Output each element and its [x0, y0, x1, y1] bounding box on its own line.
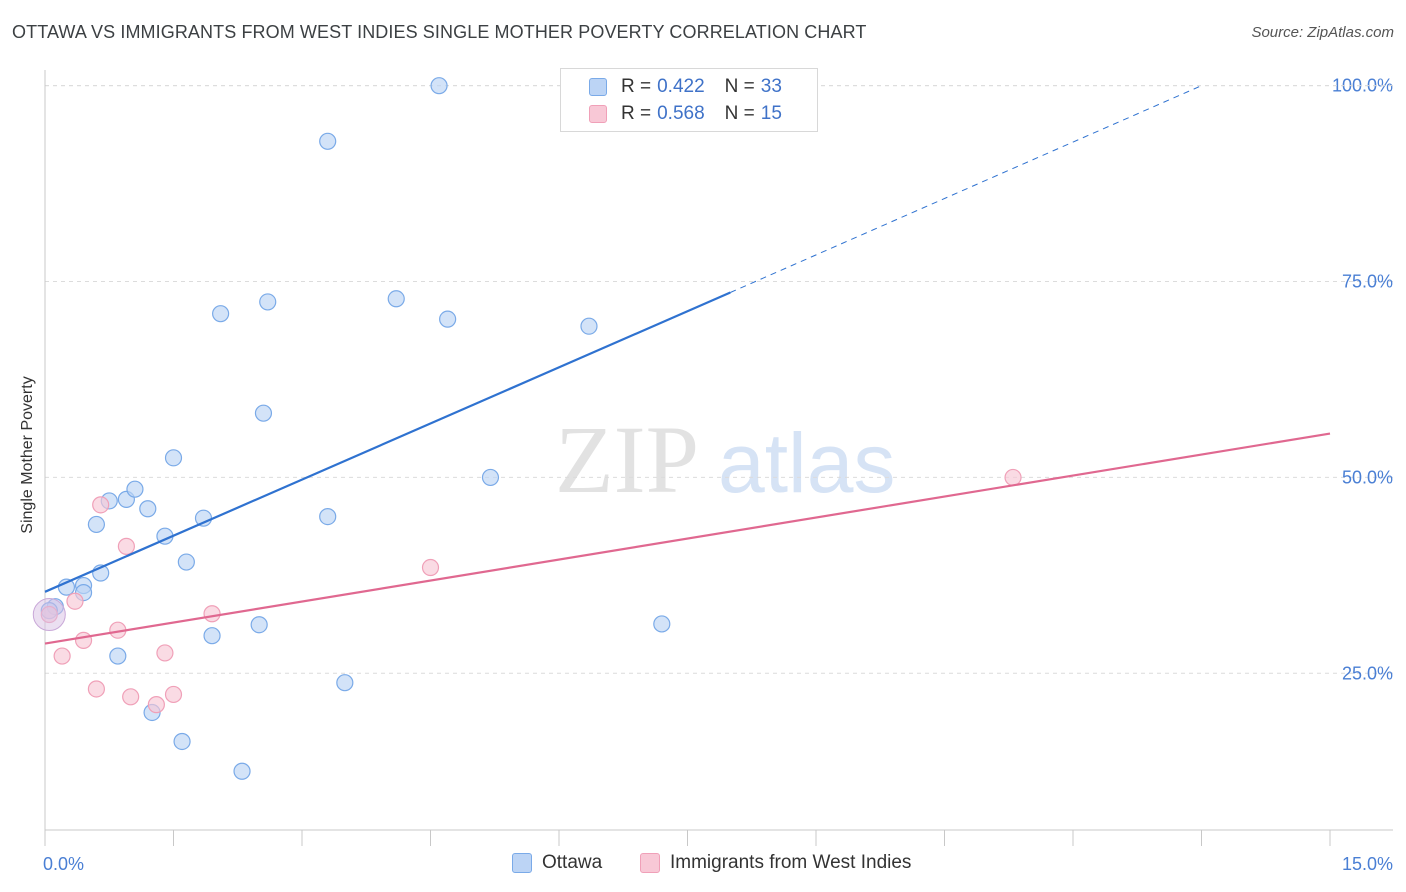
ottawa-point — [126, 480, 144, 498]
west-indies-point — [156, 644, 174, 662]
y-tick-label: 100.0% — [1332, 76, 1393, 96]
ottawa-trend-extension — [730, 85, 1202, 293]
west-indies-point — [122, 688, 140, 706]
ottawa-point — [319, 507, 337, 526]
n-value: 15 — [760, 103, 782, 124]
legend-label-west-indies: Immigrants from West Indies — [670, 852, 912, 873]
west-indies-point — [1004, 468, 1022, 487]
west-indies-trend-line — [44, 432, 1331, 645]
ottawa-point — [250, 616, 268, 634]
chart-title: OTTAWA VS IMMIGRANTS FROM WEST INDIES SI… — [12, 22, 867, 42]
ottawa-point — [653, 615, 671, 633]
ottawa-legend-swatch — [512, 853, 532, 873]
overlap-point — [32, 598, 66, 632]
ottawa-point — [259, 293, 277, 311]
west-indies-point — [92, 496, 110, 514]
west-indies-point — [203, 605, 221, 623]
r-value: 0.568 — [657, 103, 705, 124]
r-label: R = — [621, 103, 652, 124]
west-indies-swatch — [589, 105, 607, 123]
ottawa-point — [173, 732, 191, 751]
r-label: R = — [621, 76, 652, 97]
y-tick-label: 50.0% — [1342, 467, 1393, 487]
correlation-legend: R = 0.422 N = 33 R = 0.568 N = 15 — [560, 68, 818, 132]
ottawa-point — [319, 132, 337, 150]
ottawa-point — [580, 317, 598, 335]
ottawa-trend-line — [44, 291, 731, 593]
x-tick-label: 15.0% — [1342, 854, 1393, 874]
n-value: 33 — [760, 76, 782, 97]
legend-row-ottawa: R = 0.422 N = 33 — [589, 75, 782, 99]
y-tick-label: 75.0% — [1342, 272, 1393, 292]
west-indies-point — [164, 685, 183, 704]
source-label: Source: ZipAtlas.com — [1251, 24, 1394, 41]
west-indies-point — [53, 647, 71, 665]
ottawa-point — [254, 404, 273, 422]
west-indies-point — [117, 537, 135, 555]
ottawa-point — [430, 77, 448, 95]
n-label: N = — [724, 103, 755, 124]
west-indies-legend-swatch — [640, 853, 660, 873]
west-indies-point — [147, 696, 165, 714]
legend-item-ottawa: Ottawa — [512, 852, 602, 874]
west-indies-point — [421, 558, 440, 577]
west-indies-point — [74, 631, 93, 649]
ottawa-point — [164, 449, 183, 467]
ottawa-point — [212, 305, 230, 323]
west-indies-point — [87, 680, 106, 698]
ottawa-point — [139, 500, 157, 518]
ottawa-point — [233, 762, 251, 780]
west-indies-point — [66, 592, 84, 610]
legend-row-west-indies: R = 0.568 N = 15 — [589, 102, 782, 126]
ottawa-point — [109, 647, 127, 665]
n-label: N = — [724, 76, 755, 97]
ottawa-point — [203, 627, 221, 645]
ottawa-point — [481, 468, 500, 487]
legend-item-west-indies: Immigrants from West Indies — [640, 852, 911, 874]
x-tick-label: 0.0% — [43, 854, 84, 874]
r-value: 0.422 — [657, 76, 705, 97]
series-legend: Ottawa Immigrants from West Indies — [0, 852, 1406, 876]
y-tick-label: 25.0% — [1342, 663, 1393, 683]
watermark-atlas: atlas — [718, 416, 895, 510]
ottawa-point — [87, 515, 106, 534]
ottawa-point — [387, 290, 405, 308]
legend-label-ottawa: Ottawa — [542, 852, 603, 873]
ottawa-swatch — [589, 78, 607, 96]
ottawa-point — [439, 310, 457, 328]
ottawa-point — [336, 674, 354, 692]
ottawa-point — [177, 553, 195, 571]
watermark-zip: ZIP — [555, 406, 699, 513]
